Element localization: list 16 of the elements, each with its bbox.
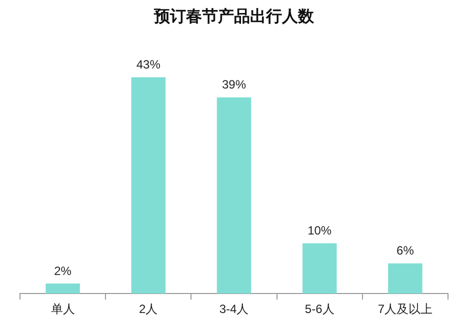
bar xyxy=(46,284,80,294)
bar xyxy=(216,97,252,294)
x-tick-label: 2人 xyxy=(139,302,158,316)
x-tick-label: 3-4人 xyxy=(219,302,249,316)
bar xyxy=(388,263,422,294)
x-tick-label: 7人及以上 xyxy=(378,302,433,316)
data-label: 39% xyxy=(222,78,246,92)
data-label: 43% xyxy=(136,58,161,72)
data-label: 6% xyxy=(396,244,414,258)
data-label: 2% xyxy=(54,264,72,278)
data-label: 10% xyxy=(308,224,332,238)
x-tick-label: 单人 xyxy=(50,302,75,316)
bar xyxy=(302,243,337,294)
bar xyxy=(131,77,166,294)
x-tick-label: 5-6人 xyxy=(304,302,334,316)
chart-title: 预订春节产品出行人数 xyxy=(153,8,315,26)
